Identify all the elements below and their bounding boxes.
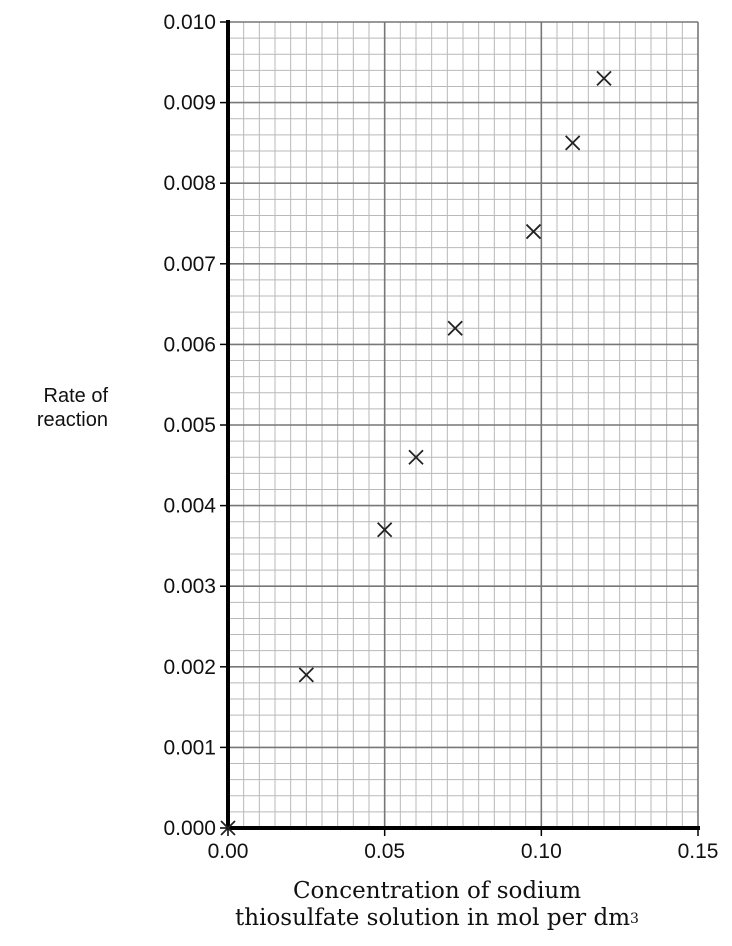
data-point-marker: [220, 820, 236, 836]
data-point-marker: [298, 667, 314, 683]
y-tick-label: 0.003: [163, 575, 216, 598]
y-axis-label-line-1: Rate of: [44, 385, 109, 407]
y-tick-label: 0.002: [163, 656, 216, 679]
data-points: [220, 70, 612, 836]
data-point-marker: [565, 135, 581, 151]
x-axis-label-superscript: 3: [630, 911, 639, 927]
y-tick-label: 0.007: [163, 253, 216, 276]
x-tick-label: 0.00: [208, 840, 249, 863]
x-tick-label: 0.10: [521, 840, 562, 863]
x-axis-label-line-1: Concentration of sodium: [293, 878, 581, 904]
major-grid: [228, 21, 699, 828]
x-axis-label-line-2-text: thiosulfate solution in mol per dm: [235, 905, 630, 931]
y-tick-label: 0.001: [163, 736, 216, 759]
y-tick-label: 0.004: [163, 495, 216, 518]
data-point-marker: [447, 320, 463, 336]
marker-stroke: [298, 667, 314, 683]
data-point-marker: [408, 449, 424, 465]
x-tick-labels: 0.00 0.05 0.10 0.15: [208, 828, 719, 863]
data-point-marker: [525, 223, 542, 240]
marker-stroke: [565, 135, 581, 151]
marker-stroke: [447, 320, 463, 336]
y-tick-label: 0.009: [163, 92, 216, 115]
marker-stroke: [220, 820, 236, 836]
y-tick-label: 0.006: [163, 333, 216, 356]
data-point-marker: [377, 522, 393, 538]
y-axis-label-line-2: reaction: [37, 409, 108, 431]
y-tick-label: 0.010: [163, 11, 216, 34]
y-tick-label: 0.008: [163, 172, 216, 195]
y-tick-label: 0.000: [163, 817, 216, 840]
y-tick-labels: 0.000 0.001 0.002 0.003 0.004 0.005 0.006 0.007…: [163, 11, 228, 840]
marker-stroke: [377, 522, 393, 538]
marker-stroke: [525, 223, 542, 240]
y-tick-label: 0.005: [163, 414, 216, 437]
data-point-marker: [596, 70, 612, 87]
x-tick-label: 0.05: [364, 840, 405, 863]
x-axis-label-line-2: thiosulfate solution in mol per dm3: [235, 905, 639, 931]
marker-stroke: [596, 70, 612, 87]
x-tick-label: 0.15: [678, 840, 719, 863]
marker-stroke: [408, 449, 424, 465]
